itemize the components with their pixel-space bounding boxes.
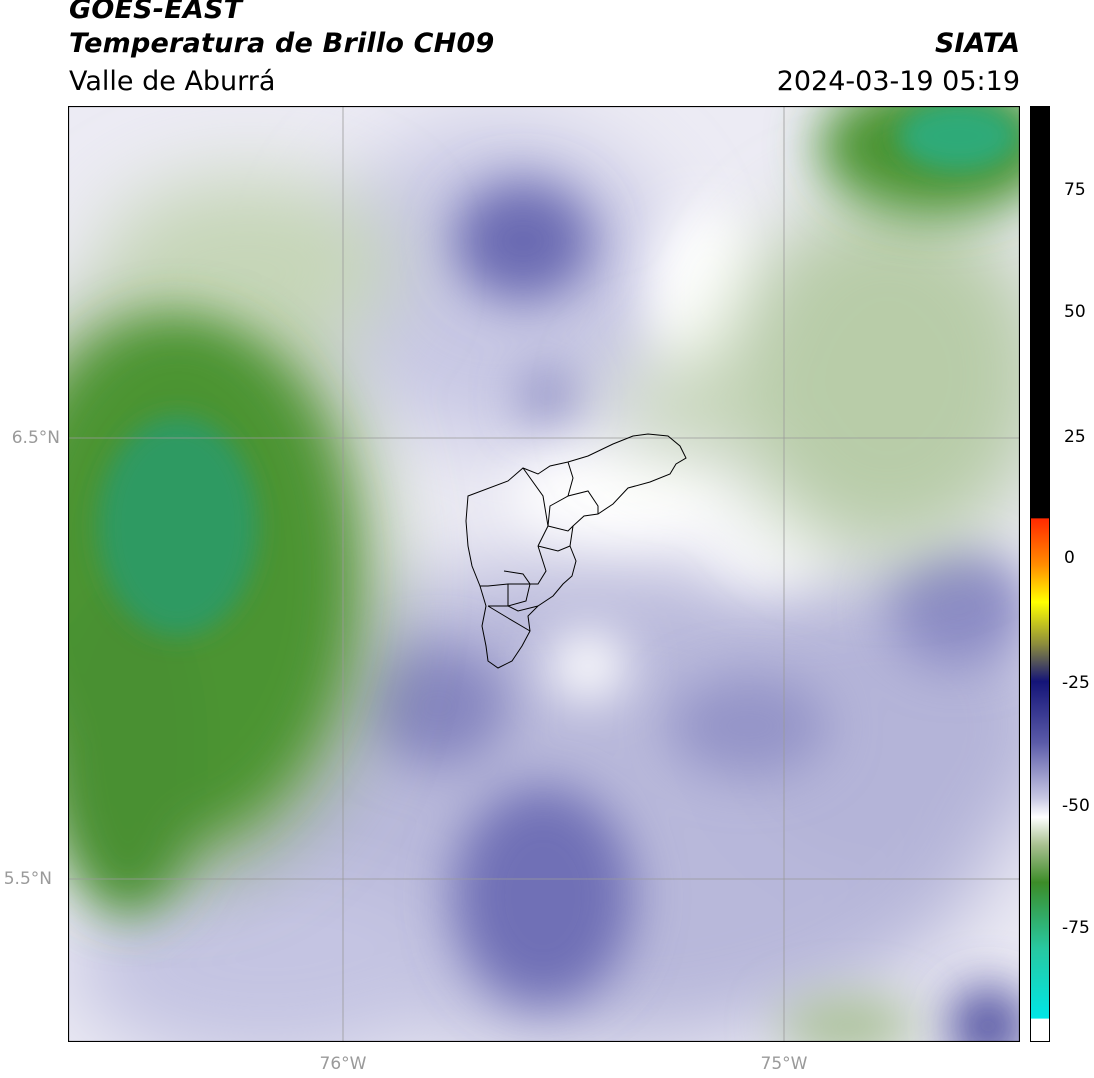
municipal-boundaries [465, 433, 687, 669]
title-product: Temperatura de Brillo CH09 [69, 28, 495, 59]
colorbar [1030, 106, 1050, 1042]
colorbar-tick-minus25: -25 [1062, 673, 1090, 693]
colorbar-tick-minus50: -50 [1062, 796, 1090, 816]
colorbar-tick-50: 50 [1064, 302, 1086, 322]
map-frame [68, 106, 1020, 1042]
agency-label: SIATA [934, 28, 1020, 59]
lon-label-75w: 75°W [760, 1054, 808, 1074]
temperature-field [68, 106, 1020, 1042]
lat-label-6-5n: 6.5°N [11, 428, 60, 448]
title-satellite: GOES-EAST [69, 0, 243, 25]
gridlines [68, 106, 1020, 1042]
title-region: Valle de Aburrá [69, 66, 276, 97]
colorbar-tick-25: 25 [1064, 427, 1086, 447]
colorbar-tick-0: 0 [1064, 548, 1075, 568]
lon-label-76w: 76°W [319, 1054, 367, 1074]
colorbar-tick-minus75: -75 [1062, 918, 1090, 938]
datetime-label: 2024-03-19 05:19 [776, 66, 1020, 97]
colorbar-tick-75: 75 [1064, 180, 1086, 200]
brightness-temperature-map [68, 106, 1020, 1042]
lat-label-5-5n: 5.5°N [3, 869, 52, 889]
